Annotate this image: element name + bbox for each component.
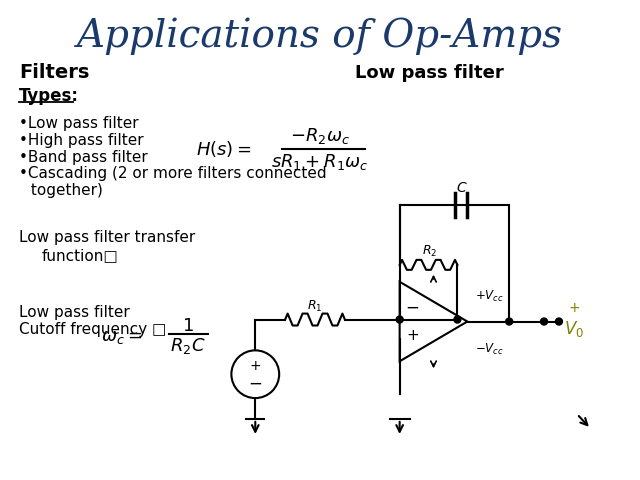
Text: Applications of Op-Amps: Applications of Op-Amps — [77, 17, 563, 55]
Text: +: + — [568, 300, 580, 314]
Text: $R_2$: $R_2$ — [422, 244, 437, 260]
Text: −: − — [248, 374, 262, 392]
Text: $R_2C$: $R_2C$ — [170, 336, 205, 356]
Circle shape — [454, 316, 461, 323]
Text: $H(s) =$: $H(s) =$ — [196, 139, 251, 158]
Text: $1$: $1$ — [182, 316, 193, 335]
Text: $R_1$: $R_1$ — [307, 299, 323, 314]
Circle shape — [396, 316, 403, 323]
Text: $V_0$: $V_0$ — [564, 320, 584, 339]
Text: •Cascading (2 or more filters connected: •Cascading (2 or more filters connected — [19, 167, 327, 181]
Text: together): together) — [26, 183, 103, 198]
Circle shape — [506, 318, 513, 325]
Text: Low pass filter transfer: Low pass filter transfer — [19, 230, 196, 245]
Text: $C$: $C$ — [456, 181, 467, 195]
Text: function□: function□ — [41, 248, 118, 263]
Text: Low pass filter: Low pass filter — [19, 305, 130, 320]
Text: Types:: Types: — [19, 87, 79, 105]
Text: Cutoff frequency □: Cutoff frequency □ — [19, 322, 166, 336]
Circle shape — [556, 318, 563, 325]
Text: Filters: Filters — [19, 63, 90, 83]
Text: •Low pass filter: •Low pass filter — [19, 116, 139, 131]
Text: $sR_1 + R_1\omega_c$: $sR_1 + R_1\omega_c$ — [271, 153, 369, 172]
Text: •Band pass filter: •Band pass filter — [19, 150, 148, 165]
Text: +: + — [250, 359, 261, 373]
Text: Low pass filter: Low pass filter — [355, 64, 504, 82]
Text: •High pass filter: •High pass filter — [19, 132, 144, 148]
Text: $-R_2\omega_c$: $-R_2\omega_c$ — [290, 126, 350, 145]
Text: +: + — [406, 328, 419, 343]
Text: $+ V_{cc}$: $+ V_{cc}$ — [476, 289, 504, 304]
Circle shape — [541, 318, 547, 325]
Text: $\omega_c =$: $\omega_c =$ — [101, 328, 142, 347]
Text: −: − — [406, 299, 420, 317]
Text: $- V_{cc}$: $- V_{cc}$ — [476, 342, 504, 357]
